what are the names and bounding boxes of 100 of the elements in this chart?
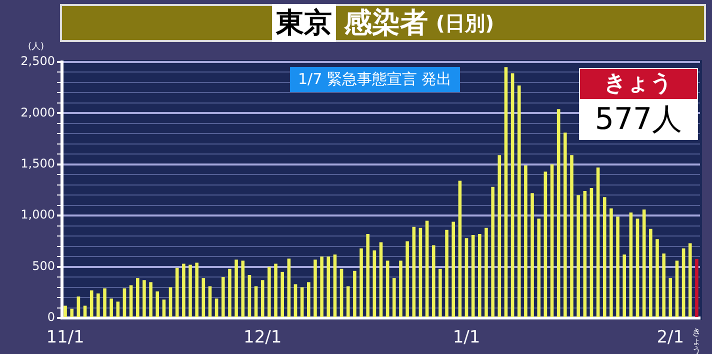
bar bbox=[326, 256, 330, 317]
bar bbox=[478, 234, 482, 317]
bar bbox=[83, 306, 87, 317]
bar bbox=[412, 226, 416, 317]
bar bbox=[333, 254, 337, 317]
bar bbox=[360, 248, 363, 317]
bar bbox=[222, 277, 225, 317]
bar bbox=[418, 228, 422, 317]
y-tick-label: 500 bbox=[32, 258, 55, 273]
bar bbox=[583, 191, 587, 317]
bar bbox=[544, 172, 548, 317]
bar bbox=[320, 256, 324, 317]
bar bbox=[642, 209, 646, 317]
bar bbox=[122, 288, 126, 317]
bar bbox=[366, 234, 370, 317]
bar bbox=[202, 278, 206, 317]
bar bbox=[530, 193, 534, 317]
bar bbox=[636, 218, 640, 317]
bar bbox=[675, 260, 679, 317]
bar bbox=[458, 180, 462, 317]
bar bbox=[96, 293, 100, 317]
bar bbox=[168, 287, 172, 317]
annotation: 577人 bbox=[579, 100, 698, 140]
chart-title: 東京 感染者 (日別) bbox=[274, 5, 494, 41]
bar bbox=[162, 300, 166, 317]
bar bbox=[208, 286, 212, 317]
bar bbox=[406, 241, 409, 317]
bar bbox=[510, 73, 514, 317]
bar bbox=[590, 188, 594, 317]
bar bbox=[445, 230, 448, 317]
y-tick-label: 1,000 bbox=[20, 208, 55, 222]
bar bbox=[142, 280, 146, 317]
x-tick-label: 1/1 bbox=[452, 328, 480, 348]
bar bbox=[274, 264, 278, 317]
bar bbox=[307, 282, 310, 317]
bar bbox=[346, 286, 350, 317]
bar bbox=[287, 258, 291, 317]
bar bbox=[254, 286, 258, 317]
bar bbox=[602, 197, 606, 317]
y-tick-label: 2,000 bbox=[20, 105, 55, 120]
bar bbox=[340, 268, 344, 317]
y-tick-label: 2,500 bbox=[20, 54, 55, 68]
bar bbox=[452, 222, 455, 317]
bar bbox=[616, 216, 620, 317]
bar bbox=[241, 260, 245, 317]
bar bbox=[570, 155, 574, 317]
bar bbox=[695, 258, 698, 317]
bar bbox=[550, 164, 554, 317]
bar bbox=[425, 220, 429, 317]
bar bbox=[484, 228, 488, 317]
bar bbox=[175, 268, 179, 317]
bar bbox=[504, 67, 508, 317]
bar bbox=[90, 290, 94, 317]
bar bbox=[234, 260, 238, 317]
bar bbox=[392, 278, 396, 317]
bar bbox=[622, 254, 626, 317]
x-tick-label: 11/1 bbox=[46, 328, 84, 348]
bar bbox=[280, 272, 284, 317]
bar bbox=[70, 308, 74, 317]
x-tick-label: 12/1 bbox=[244, 328, 282, 348]
bar bbox=[438, 268, 442, 317]
bar bbox=[471, 235, 475, 317]
bar bbox=[110, 298, 113, 317]
bar bbox=[64, 306, 67, 317]
bar bbox=[399, 260, 402, 317]
bar bbox=[372, 250, 376, 317]
bar bbox=[353, 270, 356, 317]
bar bbox=[464, 238, 468, 317]
bar bbox=[491, 186, 494, 317]
bar bbox=[564, 132, 567, 317]
bar bbox=[379, 242, 383, 317]
bar bbox=[517, 86, 521, 317]
bar bbox=[195, 262, 198, 317]
bar bbox=[688, 243, 692, 317]
bar bbox=[314, 260, 317, 317]
bar bbox=[188, 264, 192, 317]
bar bbox=[682, 248, 686, 317]
bar bbox=[649, 228, 652, 317]
bar bbox=[386, 260, 390, 317]
bar bbox=[268, 266, 271, 317]
bar bbox=[596, 167, 600, 317]
bar bbox=[116, 302, 120, 317]
bar bbox=[629, 212, 633, 317]
bar bbox=[300, 287, 304, 317]
bar bbox=[149, 282, 152, 317]
bar bbox=[214, 298, 218, 317]
bar bbox=[156, 291, 160, 317]
bar bbox=[136, 278, 140, 317]
bar bbox=[76, 296, 80, 317]
annotation: 1/7 緊急事態宣言 発出 bbox=[290, 67, 460, 92]
bar bbox=[103, 288, 106, 317]
bar bbox=[248, 274, 252, 317]
bar bbox=[662, 253, 666, 317]
bar bbox=[668, 278, 672, 317]
bar bbox=[498, 155, 502, 317]
bar bbox=[576, 195, 580, 317]
bar bbox=[228, 268, 232, 317]
bar bbox=[656, 239, 659, 317]
bar bbox=[524, 165, 528, 317]
y-tick-label: 0 bbox=[47, 310, 55, 324]
